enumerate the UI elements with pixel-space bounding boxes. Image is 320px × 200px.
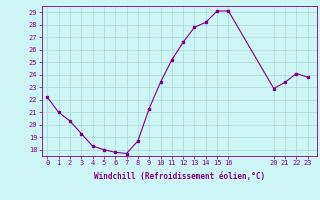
X-axis label: Windchill (Refroidissement éolien,°C): Windchill (Refroidissement éolien,°C) bbox=[94, 172, 265, 181]
